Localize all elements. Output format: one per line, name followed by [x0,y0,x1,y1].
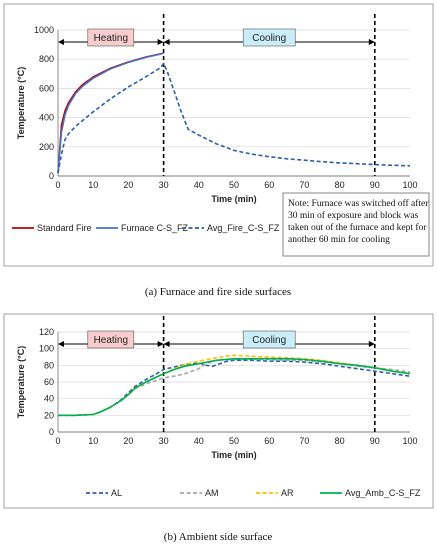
x-tick-label: 70 [299,436,309,446]
x-tick-label: 60 [264,436,274,446]
x-tick-label: 90 [370,436,380,446]
phase-label-box [87,330,135,349]
y-tick-label: 0 [49,427,54,437]
legend-label: Standard Fire [37,223,92,233]
y-tick-label: 200 [39,142,54,152]
x-tick-label: 40 [194,180,204,190]
x-tick-label: 20 [123,180,133,190]
chart-caption: (a) Furnace and fire side surfaces [145,286,291,298]
x-tick-label: 60 [264,180,274,190]
note-text-line: another 60 min for cooling [288,234,390,245]
phase-arrow-head-right [157,341,164,347]
x-tick-label: 30 [159,180,169,190]
y-tick-label: 800 [39,54,54,64]
x-tick-label: 10 [88,436,98,446]
chart-caption: (b) Ambient side surface [164,531,273,543]
phase-label: Heating [94,335,128,346]
chart-2: 0 20 40 60 80 100 120 0 10 20 30 40 50 60 70 80 90 100 Tim… [3,313,434,509]
y-tick-label: 600 [39,83,54,93]
x-tick-label: 50 [229,180,239,190]
y-tick-label: 80 [44,360,54,370]
phase-label-box [242,330,296,349]
chart-1: 0 200 400 600 800 1000 0 10 20 30 40 50 60 70 80 90 100 T… [3,3,434,267]
y-tick-label: 1000 [34,25,54,35]
x-tick-label: 100 [402,180,417,190]
x-tick-label: 0 [55,436,60,446]
series-line-avg-amb-c-s-fz [58,357,411,417]
phase-arrow-head-left [58,39,64,45]
y-tick-label: 100 [39,344,54,354]
note-text-line: Note: Furnace was switched off after [288,198,429,209]
phase-label: Cooling [252,335,286,346]
phase-label: Cooling [252,33,286,44]
y-axis-label: Temperature (°C) [16,346,26,418]
x-tick-label: 90 [370,180,380,190]
note-box [282,192,430,257]
series-line-al [58,359,411,417]
legend-label: Avg_Amb_C-S_FZ [345,488,421,498]
x-tick-label: 10 [88,180,98,190]
note-text-line: 30 min of exposure and block was [288,210,419,221]
phase-arrow-head-left [58,341,64,347]
legend-label: AL [111,488,122,498]
series-line-avg-fire-c-s-fz [57,62,411,174]
y-axis-label: Temperature (°C) [16,67,26,139]
y-tick-label: 120 [39,327,54,337]
phase-arrow-head-right [157,39,164,45]
phase-arrow-head-right [368,341,375,347]
x-tick-label: 100 [402,436,417,446]
y-tick-label: 20 [44,410,54,420]
legend-label: Avg_Fire_C-S_FZ [207,223,280,233]
phase-label: Heating [94,33,128,44]
note-text-line: taken out of the furnace and kept for [288,222,427,233]
x-tick-label: 40 [194,436,204,446]
y-tick-label: 0 [49,171,54,181]
y-tick-label: 60 [44,377,54,387]
x-tick-label: 30 [159,436,169,446]
phase-arrow-head-left [163,341,170,347]
legend-label: Furnace C-S_FZ [121,223,189,233]
y-tick-label: 400 [39,113,54,123]
x-tick-label: 50 [229,436,239,446]
phase-arrow-head-left [163,39,170,45]
x-axis-label: Time (min) [211,194,256,204]
series-line-furnace-c-s-fz [57,52,164,174]
phase-arrow-head-right [368,39,375,45]
x-tick-label: 0 [55,180,60,190]
x-axis-label: Time (min) [211,450,256,460]
y-tick-label: 40 [44,394,54,404]
chart-frame [3,313,434,509]
legend-label: AM [205,488,219,498]
x-tick-label: 70 [299,180,309,190]
phase-label-box [87,28,135,47]
x-tick-label: 80 [335,180,345,190]
legend-label: AR [281,488,294,498]
x-tick-label: 80 [335,436,345,446]
phase-label-box [242,28,296,47]
x-tick-label: 20 [123,436,133,446]
